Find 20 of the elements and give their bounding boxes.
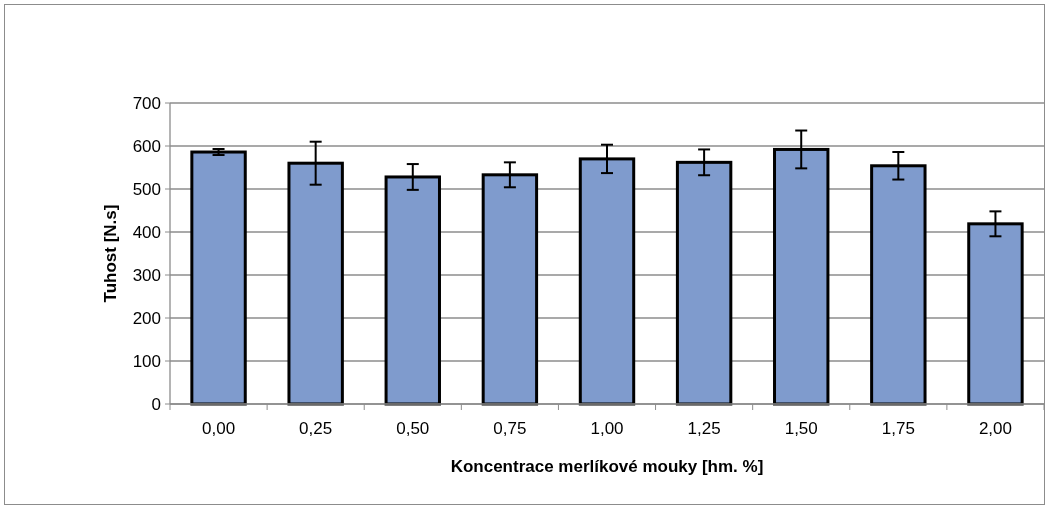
x-tick-label: 1,50 <box>784 419 818 438</box>
y-tick-label: 600 <box>132 136 161 156</box>
x-tick-label: 0,50 <box>396 419 430 438</box>
x-tick-label: 0,75 <box>493 419 527 438</box>
y-tick-label: 0 <box>151 394 161 414</box>
y-tick-label: 400 <box>132 222 161 242</box>
y-tick-label: 700 <box>132 93 161 113</box>
x-tick-label: 2,00 <box>978 419 1012 438</box>
y-tick-label: 500 <box>132 179 161 199</box>
bar <box>190 150 247 406</box>
x-tick-label: 1,75 <box>881 419 915 438</box>
y-tick-label: 200 <box>132 308 161 328</box>
y-tick-label: 100 <box>132 351 161 371</box>
x-axis-title: Koncentrace merlíkové mouky [hm. %] <box>450 457 764 476</box>
x-tick-label: 1,00 <box>590 419 624 438</box>
x-tick-label: 0,00 <box>202 419 236 438</box>
x-tick-label: 1,25 <box>687 419 721 438</box>
y-axis-title: Tuhost [N.s] <box>101 204 120 303</box>
y-tick-label: 300 <box>132 265 161 285</box>
x-tick-label: 0,25 <box>299 419 333 438</box>
